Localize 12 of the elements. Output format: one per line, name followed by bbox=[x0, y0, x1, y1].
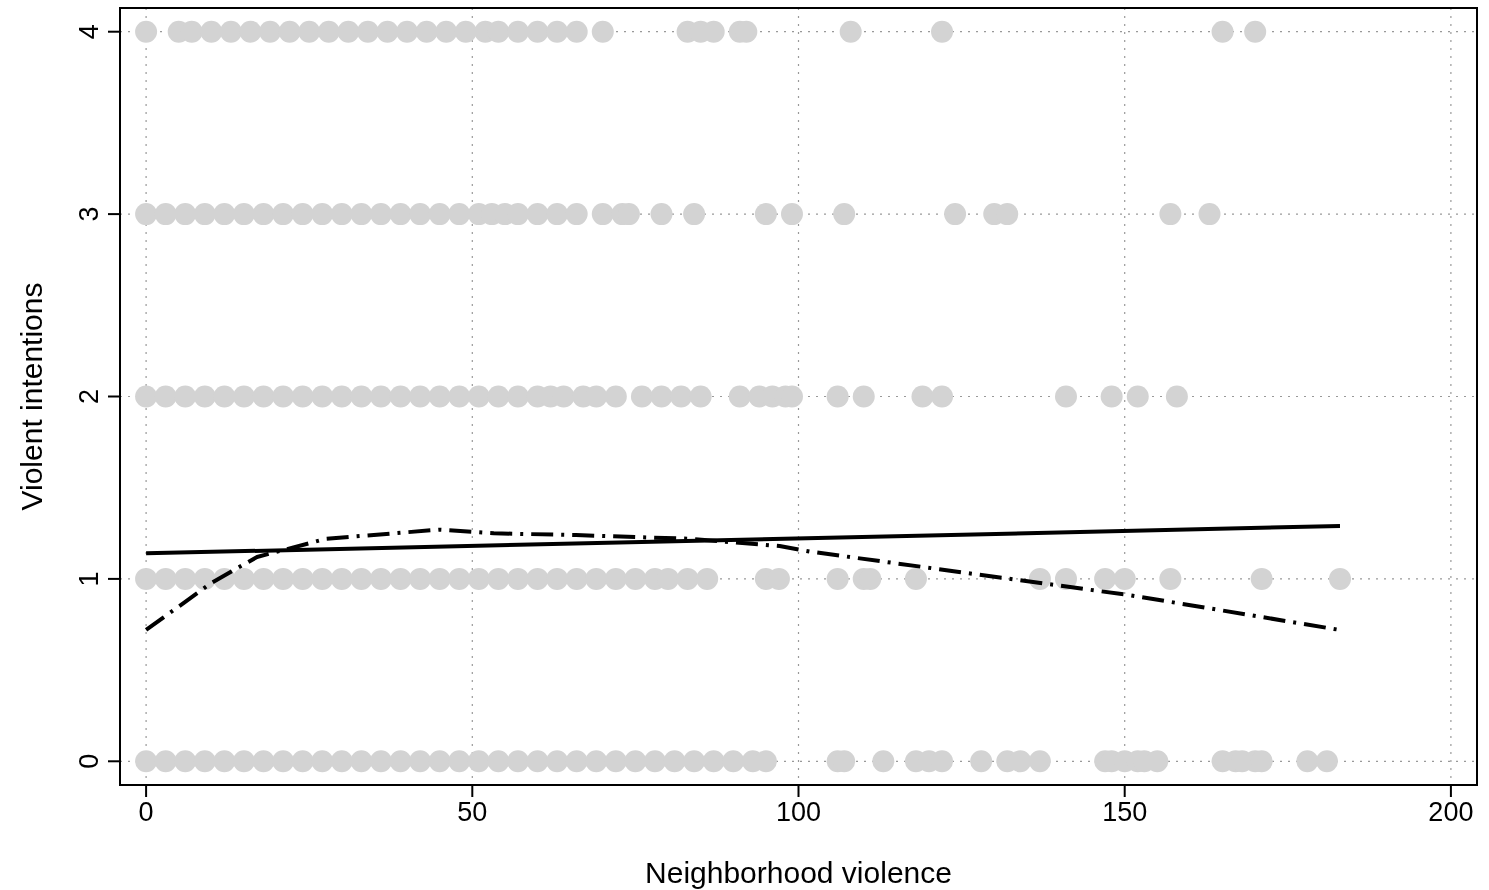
x-tick-label: 50 bbox=[457, 797, 488, 827]
y-tick-label: 1 bbox=[74, 571, 104, 587]
y-tick-label: 0 bbox=[74, 753, 104, 769]
x-axis-title: Neighborhood violence bbox=[645, 856, 952, 889]
y-axis-title: Violent intentions bbox=[15, 282, 48, 511]
y-tick-label: 2 bbox=[74, 388, 104, 405]
x-tick-label: 0 bbox=[138, 797, 154, 827]
y-tick-label: 4 bbox=[74, 24, 104, 40]
x-tick-label: 200 bbox=[1428, 797, 1474, 827]
x-tick-label: 100 bbox=[775, 797, 822, 827]
x-tick-label: 150 bbox=[1102, 797, 1148, 827]
y-tick-label: 3 bbox=[74, 206, 104, 222]
